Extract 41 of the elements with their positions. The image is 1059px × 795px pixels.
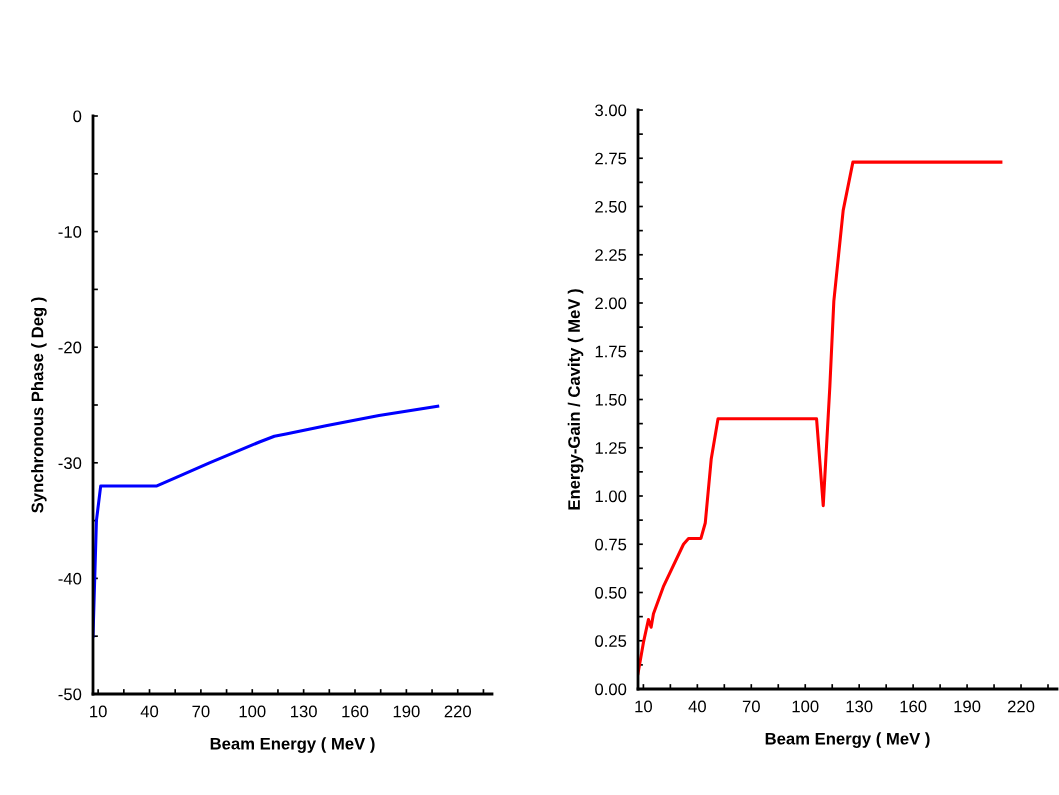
y-tick-label: 1.50 [595,393,627,406]
x-tick-label: 70 [742,700,760,713]
y-tick-label: 2.50 [595,200,627,213]
y-axis-title: Energy-Gain / Cavity ( MeV ) [567,289,584,510]
y-tick-label: 0.50 [595,586,627,599]
x-tick-label: 220 [1007,700,1035,713]
x-tick-label: 40 [688,700,706,713]
y-tick-label: 2.75 [595,152,627,165]
x-tick-label: 130 [846,700,873,713]
line-series [93,404,440,638]
y-tick-label: 1.25 [595,442,627,454]
x-tick-label: 190 [954,700,981,713]
y-tick-label: 1.00 [595,490,627,503]
y-tick-label: -40 [58,572,82,585]
y-tick-label: 0.00 [595,683,627,696]
y-axis-title: Synchronous Phase ( Deg ) [31,297,47,513]
y-tick-label: 1.75 [595,345,627,358]
x-tick-label: 130 [291,705,317,718]
line-series [638,160,1003,676]
y-tick-label: -30 [58,457,82,469]
x-tick-label: 160 [900,700,927,713]
x-tick-label: 70 [192,705,210,718]
x-tick-label: 40 [140,705,159,718]
y-tick-label: 2.25 [595,249,627,261]
y-tick-label: 2.00 [595,297,627,310]
y-tick-label: -10 [58,226,82,238]
x-tick-label: 10 [635,700,653,713]
y-tick-label: 0.75 [595,538,627,551]
x-tick-label: 10 [90,705,107,718]
x-tick-label: 100 [792,700,819,713]
y-tick-label: -50 [58,688,82,701]
y-tick-label: 0 [73,110,82,123]
x-tick-label: 220 [444,705,471,718]
y-tick-label: 0.25 [595,635,627,647]
x-tick-label: 190 [393,705,420,718]
x-axis-title: Beam Energy ( MeV ) [765,732,930,748]
x-tick-label: 160 [342,705,369,718]
y-tick-label: 3.00 [595,104,627,117]
x-tick-label: 100 [239,705,266,718]
y-tick-label: -20 [58,341,82,354]
x-axis-title: Beam Energy ( MeV ) [210,737,375,753]
